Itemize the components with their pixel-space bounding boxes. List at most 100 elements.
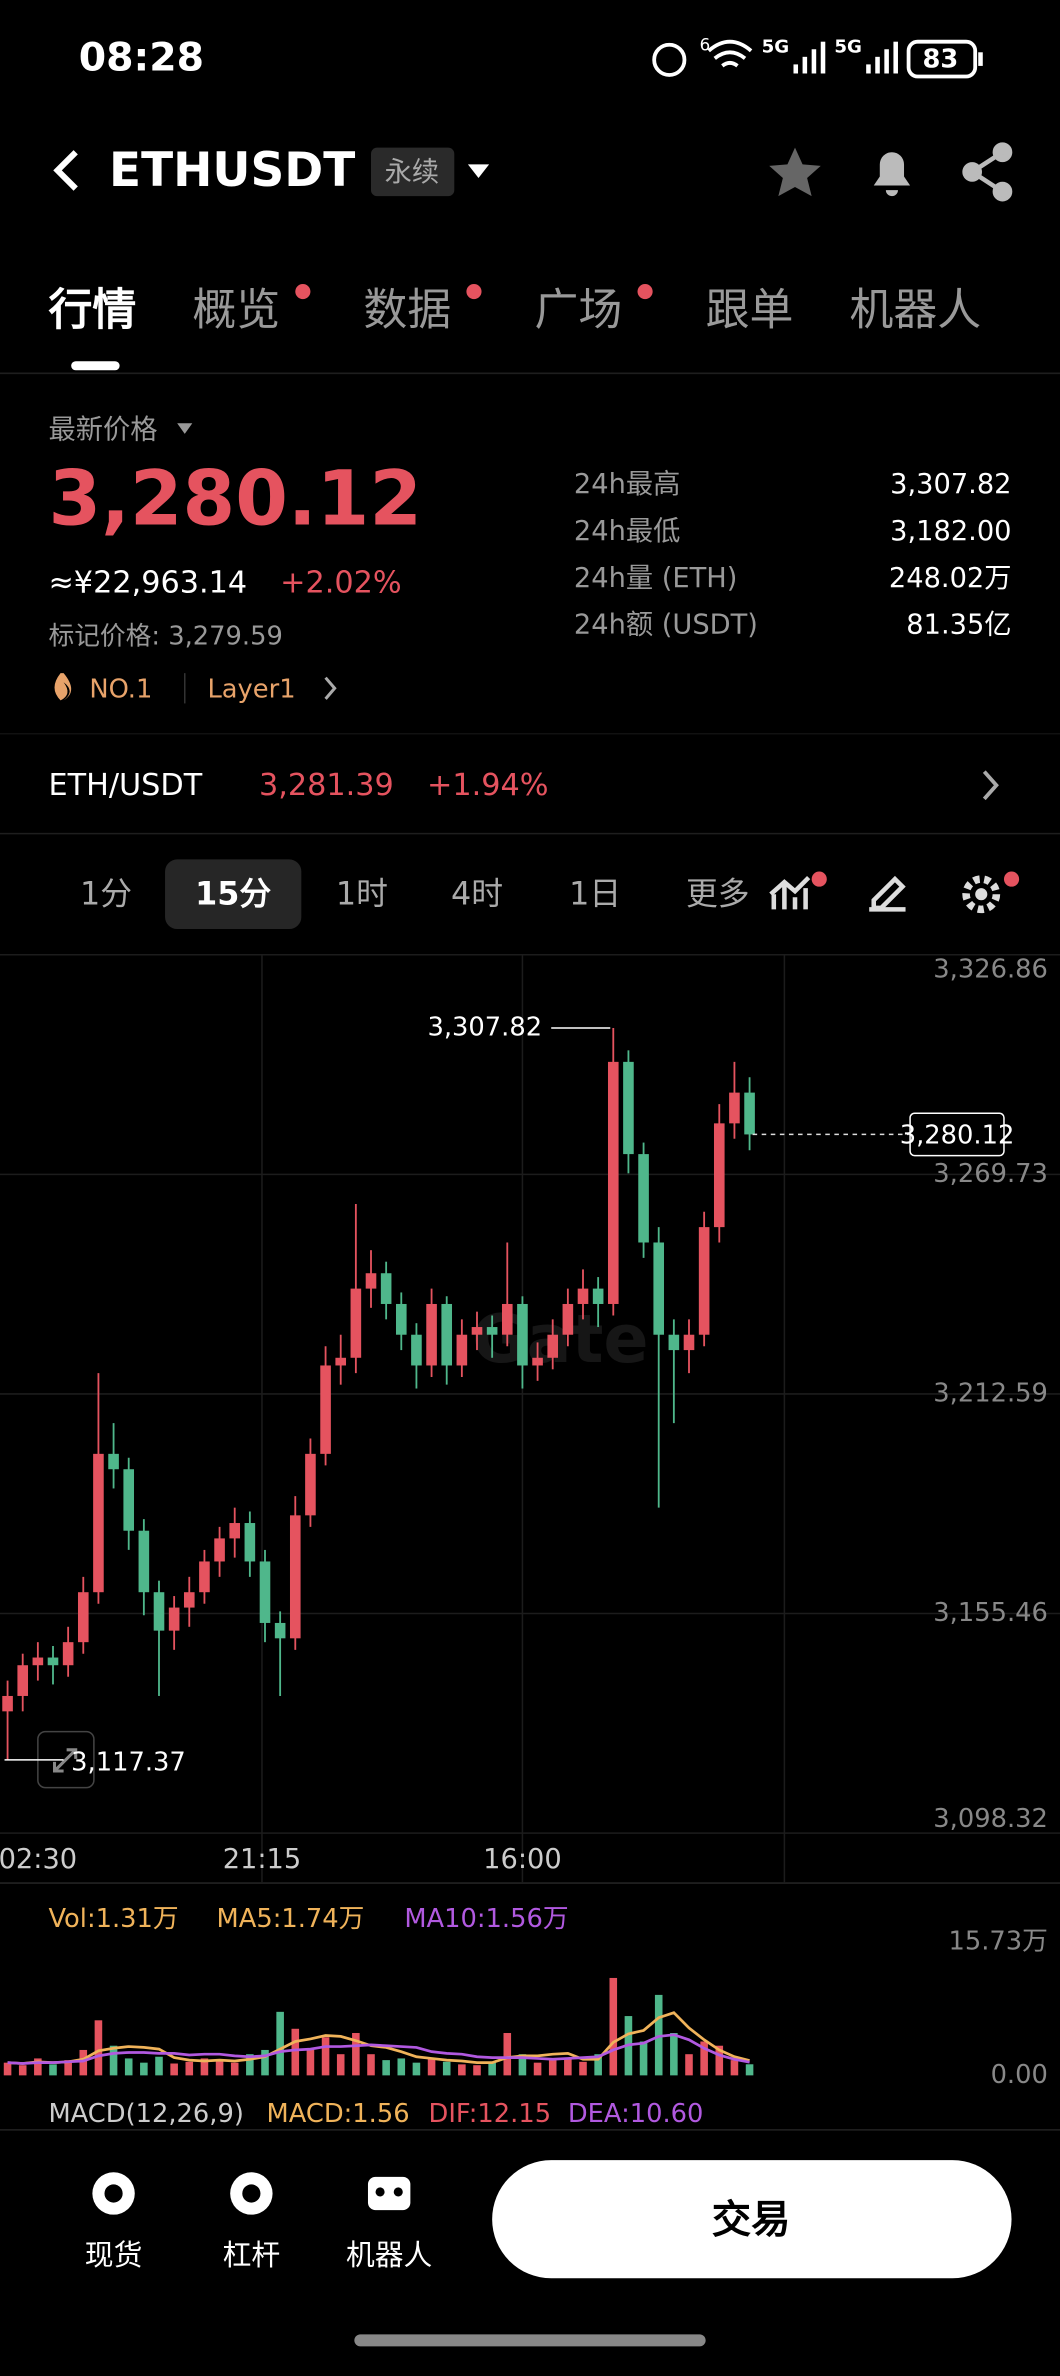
home-indicator — [354, 2334, 706, 2347]
volume-bar — [321, 2037, 330, 2076]
volume-bar — [124, 2058, 133, 2076]
favorite-icon[interactable] — [769, 147, 821, 197]
candle-body — [168, 1607, 180, 1631]
nav-label[interactable]: 杠杆 — [223, 2238, 281, 2272]
active-interval-bg — [165, 859, 302, 930]
stat-label: 24h额 (USDT) — [574, 610, 758, 641]
candle-body — [623, 1061, 634, 1155]
candle-body — [713, 1123, 725, 1228]
spot-pair: ETH/USDT — [48, 768, 202, 803]
tab[interactable]: 机器人 — [850, 285, 982, 336]
badge-dot — [811, 871, 827, 887]
tab[interactable]: 数据 — [363, 285, 451, 336]
volume-bar — [412, 2062, 421, 2076]
candle-body — [274, 1622, 286, 1639]
ma-line — [7, 2033, 750, 2065]
back-button[interactable] — [53, 150, 78, 191]
y-tick-label: 3,155.46 — [933, 1598, 1048, 1628]
interval[interactable]: 4时 — [451, 876, 503, 913]
last-price: 3,280.12 — [48, 455, 422, 543]
volume-bar — [79, 2049, 88, 2076]
y-tick-label: 3,098.32 — [933, 1804, 1048, 1834]
badge-dot — [466, 283, 482, 300]
stat-value: 248.02万 — [889, 563, 1012, 594]
stat-value: 81.35亿 — [906, 610, 1011, 641]
symbol-dropdown[interactable] — [467, 164, 490, 178]
volume-bar — [548, 2060, 557, 2076]
indicator-icon[interactable] — [769, 875, 811, 910]
tab[interactable]: 广场 — [535, 285, 623, 336]
candle-body — [729, 1092, 740, 1124]
candle-body — [335, 1357, 347, 1366]
volume-bar — [185, 2061, 194, 2076]
trade-label[interactable]: 交易 — [712, 2197, 791, 2243]
candle-body — [653, 1242, 665, 1335]
volume-bar — [685, 2054, 693, 2076]
volume-bar — [473, 2065, 481, 2076]
candle-body — [562, 1303, 574, 1335]
volume-bar — [18, 2065, 27, 2076]
settings-icon[interactable] — [962, 875, 1001, 914]
tag-chevron[interactable] — [324, 676, 337, 700]
tab[interactable]: 概览 — [192, 285, 280, 336]
watermark: Gate — [472, 1300, 649, 1378]
candle-body — [486, 1327, 498, 1335]
price-change: +2.02% — [280, 565, 402, 600]
interval[interactable]: 更多 — [686, 876, 750, 913]
spot-chevron[interactable] — [982, 770, 999, 801]
volume-bar — [155, 2056, 163, 2076]
candle-body — [17, 1665, 29, 1696]
macd-dea: DEA:10.60 — [568, 2099, 704, 2129]
candle-body — [32, 1657, 44, 1666]
bot-icon[interactable] — [367, 2176, 411, 2211]
candle-body — [698, 1227, 710, 1335]
interval[interactable]: 1日 — [569, 876, 621, 913]
volume-bar — [336, 2054, 345, 2076]
nav-label[interactable]: 机器人 — [346, 2238, 432, 2272]
candle-body — [471, 1327, 483, 1335]
volume-tick-label: 0.00 — [991, 2060, 1048, 2090]
draw-icon[interactable] — [869, 875, 906, 912]
price-label: 最新价格 — [48, 414, 157, 445]
volume-bar — [594, 2054, 602, 2076]
candle-body — [365, 1273, 377, 1289]
volume-bar — [64, 2060, 72, 2076]
candle-body — [93, 1453, 104, 1593]
symbol: ETHUSDT — [109, 143, 355, 198]
interval[interactable]: 1分 — [80, 876, 132, 913]
volume-bar — [215, 2060, 224, 2076]
nav-label[interactable]: 现货 — [85, 2238, 143, 2272]
tab[interactable]: 行情 — [48, 285, 136, 336]
interval[interactable]: 15分 — [195, 876, 271, 913]
trade-button[interactable] — [492, 2160, 1012, 2279]
candle-body — [214, 1538, 225, 1562]
share-icon[interactable] — [962, 142, 1013, 202]
volume-bar — [352, 2033, 360, 2076]
x-tick-label: 16:00 — [483, 1844, 562, 1875]
alert-icon[interactable] — [873, 152, 911, 197]
active-tab-indicator — [71, 361, 120, 371]
stat-label: 24h量 (ETH) — [574, 563, 737, 594]
candle-body — [305, 1453, 316, 1516]
cny-price: ≈¥22,963.14 — [48, 565, 247, 600]
stat-value: 3,307.82 — [890, 469, 1011, 500]
candle-body — [456, 1334, 468, 1366]
spot-price: 3,281.39 — [259, 768, 394, 803]
volume-bar — [261, 2049, 269, 2076]
status-time: 08:28 — [79, 34, 204, 80]
tab[interactable]: 跟单 — [706, 285, 794, 336]
volume-bar — [291, 2028, 300, 2076]
candle-body — [380, 1273, 392, 1304]
badge-dot — [637, 283, 653, 300]
price-dropdown[interactable] — [177, 423, 193, 434]
volume-tick-label: 15.73万 — [948, 1927, 1047, 1957]
status-icons — [652, 39, 978, 79]
candle-body — [577, 1288, 589, 1304]
mark-price: 标记价格: 3,279.59 — [48, 621, 282, 651]
interval[interactable]: 1时 — [336, 876, 388, 913]
tag[interactable]: Layer1 — [207, 674, 295, 704]
spot-change: +1.94% — [427, 768, 549, 803]
candle-body — [517, 1303, 528, 1366]
candle-body — [638, 1154, 649, 1243]
